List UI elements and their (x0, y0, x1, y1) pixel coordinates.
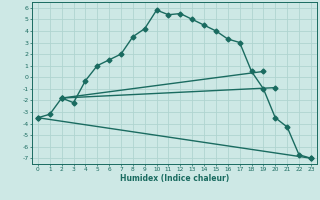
X-axis label: Humidex (Indice chaleur): Humidex (Indice chaleur) (120, 174, 229, 183)
